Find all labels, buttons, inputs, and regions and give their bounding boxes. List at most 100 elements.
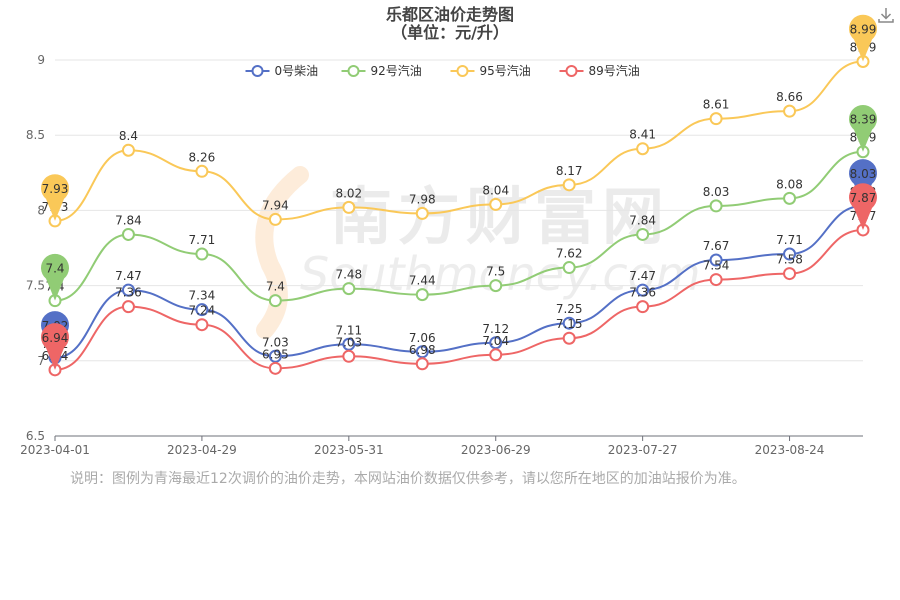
endpoint-label: 7.87	[850, 191, 877, 205]
data-point	[415, 357, 429, 371]
data-label: 8.26	[189, 150, 216, 164]
data-label: 8.02	[335, 186, 362, 200]
legend-label: 89号汽油	[589, 63, 640, 78]
endpoint-pin	[849, 105, 877, 152]
data-point	[783, 267, 797, 281]
endpoint-pin	[41, 323, 69, 370]
series-line	[54, 204, 864, 359]
data-point	[562, 178, 576, 192]
y-tick-label: 7	[37, 354, 45, 368]
data-point	[268, 294, 282, 308]
endpoint-pin	[849, 159, 877, 206]
data-point	[342, 200, 356, 214]
legend-marker	[565, 65, 578, 77]
data-point	[195, 303, 209, 317]
grid	[55, 59, 863, 362]
data-point	[636, 283, 650, 297]
data-label: 7.36	[629, 286, 656, 300]
data-label: 7.48	[335, 268, 362, 282]
data-point	[636, 227, 650, 241]
data-label: 8.66	[776, 90, 803, 104]
data-point	[195, 164, 209, 178]
endpoint-pin	[849, 14, 877, 62]
chart-subtitle: （单位：元/升）	[391, 23, 509, 42]
data-label: 7.03	[335, 335, 362, 349]
endpoint-pin	[849, 183, 877, 230]
legend-item[interactable]: 89号汽油	[559, 63, 640, 78]
data-label: 7.84	[629, 213, 656, 227]
y-tick-label: 6.5	[26, 429, 45, 443]
y-tick-label: 8	[37, 203, 45, 217]
legend-marker	[347, 65, 360, 77]
data-label: 7.5	[486, 265, 505, 279]
legend-item[interactable]: 95号汽油	[450, 63, 531, 78]
data-label: 7.54	[703, 259, 730, 273]
data-label: 7.47	[629, 269, 656, 283]
endpoint-label: 8.39	[850, 113, 877, 127]
data-point	[415, 288, 429, 302]
data-label: 7.34	[189, 289, 216, 303]
data-point	[636, 142, 650, 156]
data-label: 7.62	[556, 247, 583, 261]
watermark: 南方财富网 Southmoney.com	[255, 166, 701, 339]
data-point	[415, 206, 429, 220]
y-tick-label: 8.5	[26, 128, 45, 142]
data-point	[195, 247, 209, 261]
data-point	[562, 261, 576, 275]
y-tick-label: 7.5	[26, 279, 45, 293]
data-point	[195, 318, 209, 332]
endpoint-markers: 7.028.037.48.397.938.996.947.87	[41, 14, 877, 370]
data-label: 7.67	[703, 239, 730, 253]
data-point	[562, 316, 576, 330]
footnote: 说明：图例为青海最近12次调价的油价走势，本网站油价数据仅供参考，请以您所在地区…	[70, 471, 746, 487]
x-tick-label: 2023-04-29	[167, 443, 237, 457]
data-point	[783, 104, 797, 118]
endpoint-label: 8.03	[850, 167, 877, 181]
x-tick-label: 2023-08-24	[755, 443, 825, 457]
data-point	[342, 337, 356, 351]
data-point	[121, 143, 135, 157]
data-label: 7.06	[409, 331, 436, 345]
legend-marker	[456, 65, 469, 77]
legend-item[interactable]: 92号汽油	[341, 63, 422, 78]
x-tick-label: 2023-05-31	[314, 443, 384, 457]
data-label: 7.25	[556, 302, 583, 316]
data-label: 7.03	[262, 335, 289, 349]
data-label: 7.71	[776, 233, 803, 247]
data-point	[121, 227, 135, 241]
download-icon[interactable]	[877, 6, 895, 24]
series-line	[54, 60, 864, 222]
data-point	[268, 349, 282, 363]
data-label: 7.15	[556, 317, 583, 331]
data-label: 8.08	[776, 177, 803, 191]
data-point	[342, 349, 356, 363]
data-label: 7.11	[335, 323, 362, 337]
data-point	[709, 199, 723, 213]
data-label: 7.44	[409, 274, 436, 288]
data-label: 7.58	[776, 253, 803, 267]
data-point	[709, 253, 723, 267]
legend-label: 95号汽油	[480, 63, 531, 78]
data-point	[415, 345, 429, 359]
chart-title: 乐都区油价走势图	[386, 5, 514, 24]
legend-label: 92号汽油	[371, 63, 422, 78]
data-label: 8.4	[119, 129, 138, 143]
data-label: 8.61	[703, 98, 730, 112]
x-tick-label: 2023-04-01	[20, 443, 90, 457]
data-point	[268, 212, 282, 226]
legend-marker	[251, 65, 264, 77]
data-point	[121, 283, 135, 297]
legend[interactable]: 0号柴油 92号汽油 95号汽油 89号汽油	[245, 63, 640, 78]
watermark-text-en: Southmoney.com	[300, 247, 701, 301]
data-label: 7.04	[482, 334, 509, 348]
data-label: 6.95	[262, 347, 289, 361]
data-label: 7.12	[482, 322, 509, 336]
data-label: 6.98	[409, 343, 436, 357]
data-point	[268, 361, 282, 375]
data-point	[636, 300, 650, 314]
data-point	[489, 279, 503, 293]
y-tick-label: 9	[37, 53, 45, 67]
legend-item[interactable]: 0号柴油	[245, 64, 319, 78]
